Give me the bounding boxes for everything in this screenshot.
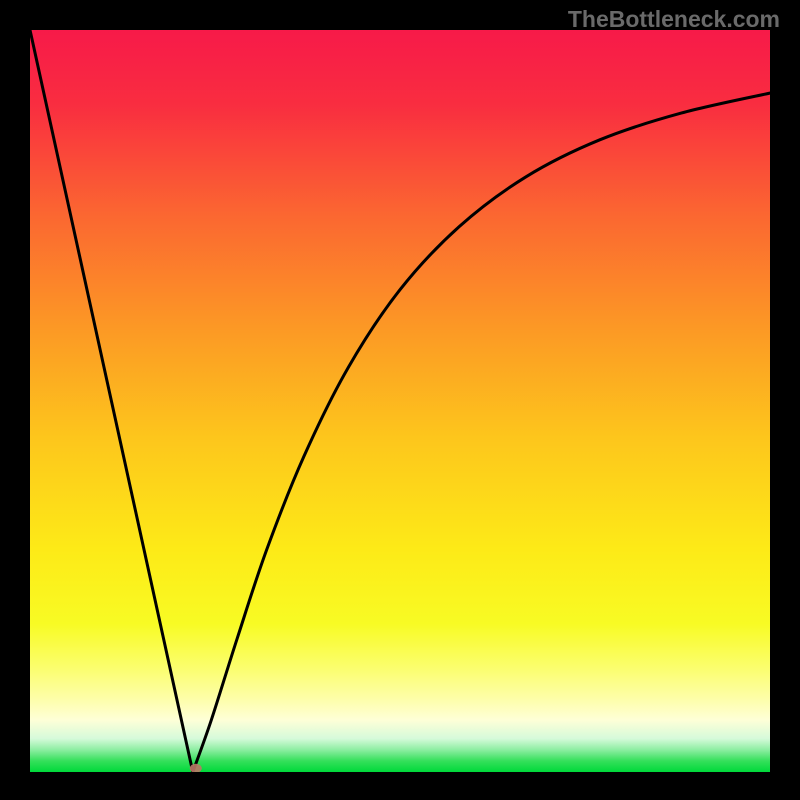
watermark-text: TheBottleneck.com [568,6,780,33]
bottleneck-curve [30,30,770,772]
plot-area [30,30,770,772]
